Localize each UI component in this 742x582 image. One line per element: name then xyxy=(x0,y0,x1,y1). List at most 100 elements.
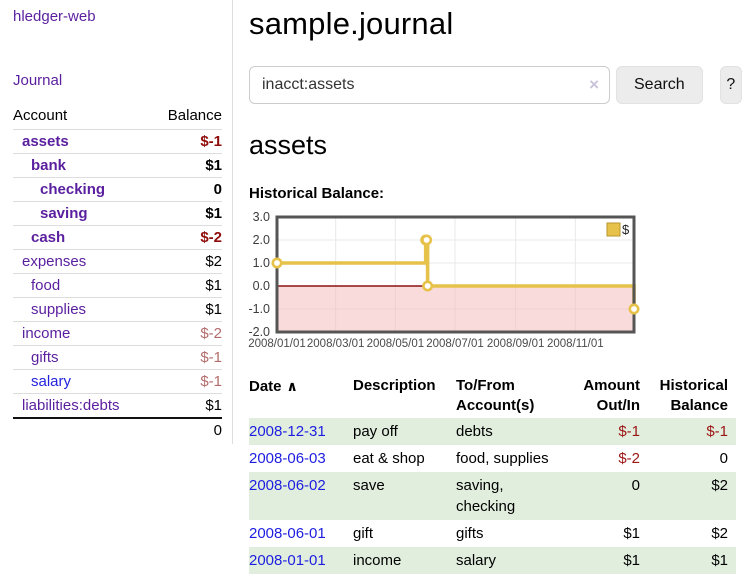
search-input-wrap: × xyxy=(249,66,610,104)
sort-ascending-icon[interactable]: ∧ xyxy=(286,378,298,394)
account-balance: $1 xyxy=(205,157,222,174)
accounts-table: Account Balance assets $-1 bank $1 checking 0… xyxy=(13,104,222,442)
clear-search-icon[interactable]: × xyxy=(589,75,599,94)
main-content: sample.journal × Search ? assets Histori… xyxy=(233,0,742,574)
account-row: food $1 xyxy=(13,273,222,298)
account-balance: $-1 xyxy=(200,133,222,150)
register-row: 2008-06-03 eat & shop food, supplies $-2 0 xyxy=(249,445,736,472)
account-row: cash $-2 xyxy=(13,225,222,250)
register-row: 2008-06-02 save saving, checking 0 $2 xyxy=(249,472,736,520)
register-description-cell: pay off xyxy=(353,423,398,440)
account-balance: $1 xyxy=(205,277,222,294)
search-input[interactable] xyxy=(249,66,610,104)
register-amount-cell: $-1 xyxy=(618,423,640,440)
account-balance: $-1 xyxy=(200,373,222,390)
account-link-supplies[interactable]: supplies xyxy=(31,301,87,318)
account-link-bank[interactable]: bank xyxy=(31,157,67,174)
data-point-marker xyxy=(628,303,640,315)
account-title: assets xyxy=(249,130,328,160)
register-amount-cell: $1 xyxy=(623,552,640,569)
account-balance: $1 xyxy=(205,205,222,222)
register-description-cell: gift xyxy=(353,525,374,542)
register-accounts-cell: gifts xyxy=(456,525,484,542)
register-date-cell: 2008-12-31 xyxy=(249,418,345,445)
brand-link[interactable]: hledger-web xyxy=(13,8,96,25)
account-link-food[interactable]: food xyxy=(31,277,61,294)
x-axis-tick-label: 2008/03/01 xyxy=(307,338,365,350)
search-bar: × Search ? xyxy=(249,66,742,104)
account-balance: $2 xyxy=(205,253,222,270)
register-col-header-date[interactable]: Date ∧ xyxy=(249,378,298,395)
data-point-marker xyxy=(421,234,433,246)
transaction-date-link[interactable]: 2008-01-01 xyxy=(249,552,326,569)
account-link-assets[interactable]: assets xyxy=(22,133,69,150)
page-title: sample.journal xyxy=(249,6,454,41)
register-accounts-cell: debts xyxy=(456,423,493,440)
account-link-gifts[interactable]: gifts xyxy=(31,349,59,366)
transaction-date-link[interactable]: 2008-06-01 xyxy=(249,525,326,542)
y-axis-tick-label: -2.0 xyxy=(248,325,270,339)
account-link-cash[interactable]: cash xyxy=(31,229,66,246)
accounts-header-balance: Balance xyxy=(167,107,222,124)
x-axis-tick-label: 2008/01/01 xyxy=(248,338,306,350)
account-balance: $1 xyxy=(205,301,222,318)
register-date-cell: 2008-06-02 xyxy=(249,472,345,520)
register-row: 2008-06-01 gift gifts $1 $2 xyxy=(249,520,736,547)
account-row: liabilities:debts $1 xyxy=(13,393,222,419)
register-amount-cell: $-2 xyxy=(618,450,640,467)
account-link-income[interactable]: income xyxy=(22,325,71,342)
account-link-saving[interactable]: saving xyxy=(40,205,88,222)
account-balance: $-2 xyxy=(200,229,222,246)
transaction-date-link[interactable]: 2008-06-03 xyxy=(249,450,326,467)
register-description-cell: income xyxy=(353,552,402,569)
y-axis-tick-label: 3.0 xyxy=(253,211,270,224)
negative-region xyxy=(277,286,634,332)
account-link-liabilities-debts[interactable]: liabilities:debts xyxy=(22,397,120,414)
account-row: bank $1 xyxy=(13,153,222,178)
register-amount-cell: $1 xyxy=(623,525,640,542)
register-header-row: Date ∧ Description To/From Account(s) Amount O… xyxy=(249,374,736,418)
account-balance: $1 xyxy=(205,397,222,414)
transaction-date-link[interactable]: 2008-12-31 xyxy=(249,423,326,440)
register-col-header-historical: Historical Balance xyxy=(659,377,728,414)
plot-border xyxy=(275,215,636,334)
account-row: expenses $2 xyxy=(13,249,222,274)
historical-balance-chart: 3.0 2.0 1.0 0.0 -1.0 -2.0 2008/01/01 2008/03/01… xyxy=(243,210,713,355)
register-description-cell: eat & shop xyxy=(353,450,425,467)
register-description-cell: save xyxy=(353,477,385,494)
account-balance: $-1 xyxy=(200,349,222,366)
x-axis-tick-label: 2008/05/01 xyxy=(367,338,425,350)
register-balance-cell: $2 xyxy=(711,525,728,542)
account-row: income $-2 xyxy=(13,321,222,346)
register-balance-cell: $2 xyxy=(711,477,728,494)
accounts-header-row: Account Balance xyxy=(13,104,222,130)
x-axis-tick-label: 2008/07/01 xyxy=(426,338,484,350)
search-button[interactable]: Search xyxy=(616,66,703,104)
account-row: assets $-1 xyxy=(13,129,222,154)
sidebar: hledger-web Journal Account Balance asse… xyxy=(0,0,233,444)
register-accounts-cell: food, supplies xyxy=(456,450,549,467)
account-link-expenses[interactable]: expenses xyxy=(22,253,87,270)
register-table: Date ∧ Description To/From Account(s) Amount O… xyxy=(249,374,736,574)
data-point-marker xyxy=(422,280,434,292)
register-row: 2008-12-31 pay off debts $-1 $-1 xyxy=(249,418,736,445)
data-point-marker xyxy=(271,257,283,269)
help-button[interactable]: ? xyxy=(719,66,742,104)
x-axis-tick-label: 2008/11/01 xyxy=(547,338,604,350)
transaction-date-link[interactable]: 2008-06-02 xyxy=(249,477,326,494)
account-balance: 0 xyxy=(213,181,222,198)
register-date-cell: 2008-06-03 xyxy=(249,445,345,472)
y-axis-tick-label: -1.0 xyxy=(248,302,270,316)
accounts-total-row: 0 xyxy=(13,418,222,442)
accounts-header-account: Account xyxy=(13,107,68,124)
account-link-checking[interactable]: checking xyxy=(40,181,106,198)
register-col-header-tofrom: To/From Account(s) xyxy=(456,377,535,414)
legend-label: $ xyxy=(622,222,630,237)
x-axis-tick-label: 2008/09/01 xyxy=(487,338,545,350)
register-col-header-description: Description xyxy=(353,377,436,394)
nav-journal-link[interactable]: Journal xyxy=(13,72,63,89)
account-row: supplies $1 xyxy=(13,297,222,322)
y-axis-tick-label: 0.0 xyxy=(253,279,270,293)
account-link-salary[interactable]: salary xyxy=(31,373,72,390)
register-row: 2008-01-01 income salary $1 $1 xyxy=(249,547,736,574)
